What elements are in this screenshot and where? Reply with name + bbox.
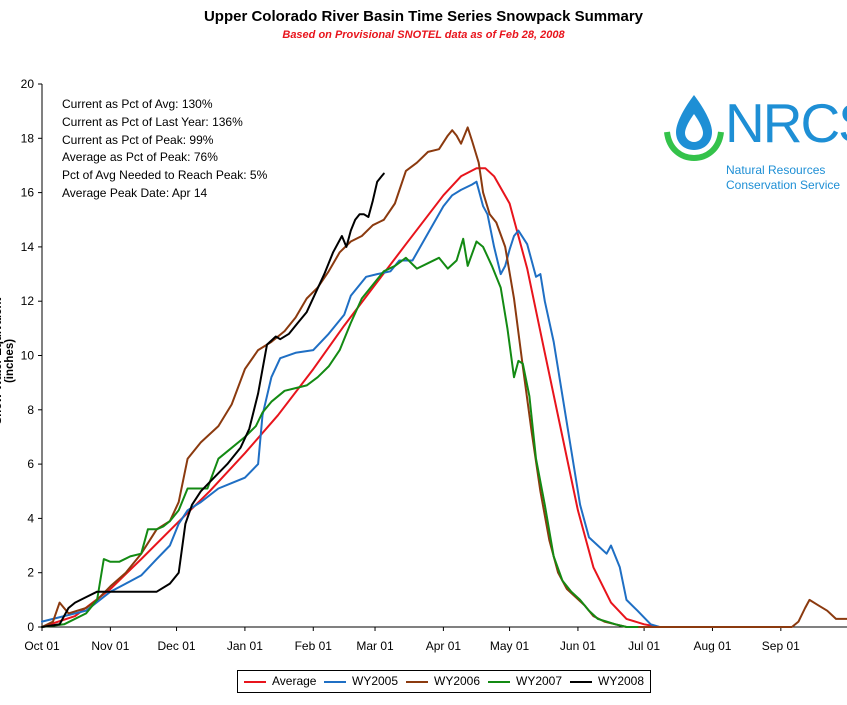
x-tick-label: Mar 01 — [356, 639, 394, 653]
stats-box: Current as Pct of Avg: 130% Current as P… — [62, 96, 267, 203]
x-tick-label: Oct 01 — [24, 639, 60, 653]
logo-wordmark: NRCS — [725, 92, 847, 154]
series-line-wy2007 — [41, 237, 639, 628]
series-line-wy2005 — [41, 180, 661, 628]
y-tick-label: 16 — [21, 186, 35, 200]
x-tick-label: May 01 — [490, 639, 530, 653]
stat-peak-date: Average Peak Date: Apr 14 — [62, 185, 208, 200]
legend-label: WY2008 — [598, 674, 645, 688]
legend-swatch — [406, 681, 428, 683]
legend-label: Average — [272, 674, 317, 688]
y-tick-label: 12 — [21, 294, 35, 308]
x-tick-label: Jun 01 — [560, 639, 596, 653]
legend-label: WY2006 — [434, 674, 481, 688]
stat-needed: Pct of Avg Needed to Reach Peak: 5% — [62, 168, 268, 183]
x-tick-label: Jul 01 — [628, 639, 660, 653]
stat-pct-last-year: Current as Pct of Last Year: 136% — [62, 114, 243, 129]
legend: Average WY2005 WY2006 WY2007 WY2008 — [237, 670, 651, 693]
y-tick-label: 14 — [21, 240, 35, 254]
legend-swatch — [244, 681, 266, 683]
y-tick-label: 6 — [27, 457, 34, 471]
legend-label: WY2005 — [352, 674, 399, 688]
stat-avg-pct-peak: Average as Pct of Peak: 76% — [62, 150, 218, 165]
y-tick-label: 20 — [21, 77, 35, 91]
x-tick-label: Nov 01 — [91, 639, 129, 653]
x-tick-label: Feb 01 — [295, 639, 333, 653]
legend-swatch — [488, 681, 510, 683]
water-drop-icon — [664, 95, 724, 162]
series-line-wy2008 — [41, 172, 385, 628]
x-tick-label: Jan 01 — [227, 639, 263, 653]
stat-pct-peak: Current as Pct of Peak: 99% — [62, 132, 214, 147]
x-tick-label: Dec 01 — [158, 639, 196, 653]
y-tick-label: 4 — [27, 511, 34, 525]
y-tick-label: 8 — [27, 403, 34, 417]
x-tick-label: Sep 01 — [762, 639, 800, 653]
y-tick-label: 2 — [27, 566, 34, 580]
y-tick-label: 0 — [27, 620, 34, 634]
logo-line1: Natural Resources — [726, 163, 826, 177]
y-axis-label: Snow Water Equivalent (inches) — [0, 297, 16, 425]
chart-title: Upper Colorado River Basin Time Series S… — [203, 8, 644, 25]
legend-swatch — [324, 681, 346, 683]
chart-subtitle: Based on Provisional SNOTEL data as of F… — [282, 29, 565, 41]
legend-swatch — [570, 681, 592, 683]
stat-pct-avg: Current as Pct of Avg: 130% — [62, 97, 213, 111]
y-tick-label: 10 — [21, 349, 35, 363]
legend-label: WY2007 — [516, 674, 563, 688]
y-tick-label: 18 — [21, 131, 35, 145]
x-tick-label: Aug 01 — [693, 639, 731, 653]
logo-line2: Conservation Service — [726, 178, 841, 192]
x-tick-label: Apr 01 — [426, 639, 462, 653]
